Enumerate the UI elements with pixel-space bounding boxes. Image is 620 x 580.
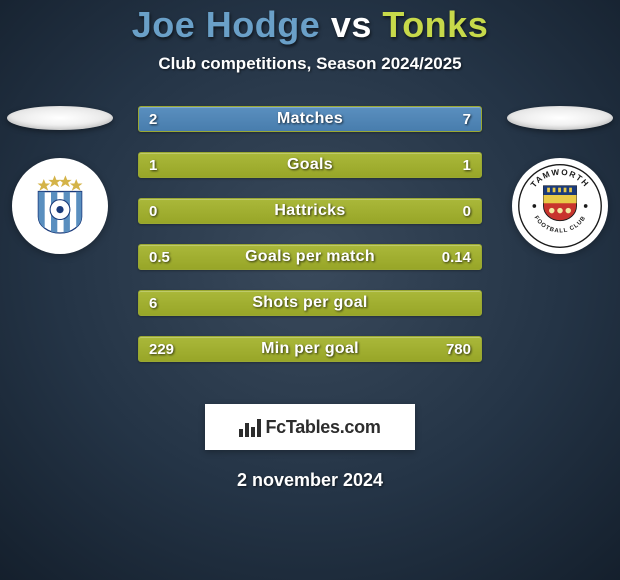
stat-label: Matches (277, 110, 343, 128)
stat-value-left: 0.5 (139, 245, 180, 269)
huddersfield-badge-icon (24, 170, 96, 242)
attribution-text: FcTables.com (265, 417, 380, 438)
stat-bar: 6 Shots per goal (138, 290, 482, 316)
stat-value-right: 1 (453, 153, 481, 177)
title-vs: vs (331, 4, 372, 45)
stat-bar: 2 Matches 7 (138, 106, 482, 132)
right-player-placeholder (507, 106, 613, 130)
stat-value-right (461, 291, 481, 315)
stat-bar: 1 Goals 1 (138, 152, 482, 178)
stat-value-right: 0.14 (432, 245, 481, 269)
stat-label: Goals per match (245, 248, 375, 266)
stat-value-left: 2 (139, 107, 167, 131)
right-club-badge: TAMWORTH FOOTBALL CLUB (512, 158, 608, 254)
stat-bar: 0 Hattricks 0 (138, 198, 482, 224)
right-player-slot: TAMWORTH FOOTBALL CLUB (500, 106, 620, 254)
stat-value-left: 0 (139, 199, 167, 223)
stat-bars: 2 Matches 7 1 Goals 1 0 Hattricks 0 0.5 Goals per … (138, 106, 482, 362)
stat-label: Goals (287, 156, 333, 174)
stat-value-left: 1 (139, 153, 167, 177)
subtitle: Club competitions, Season 2024/2025 (0, 54, 620, 74)
fctables-logo-icon (239, 417, 263, 437)
tamworth-badge-icon: TAMWORTH FOOTBALL CLUB (516, 162, 604, 250)
stat-value-right: 780 (436, 337, 481, 361)
stat-value-left: 6 (139, 291, 167, 315)
title-left-name: Joe Hodge (132, 4, 321, 45)
left-player-slot (0, 106, 120, 254)
left-player-placeholder (7, 106, 113, 130)
title-right-name: Tonks (382, 4, 488, 45)
stat-value-right: 0 (453, 199, 481, 223)
left-club-badge (12, 158, 108, 254)
attribution-box: FcTables.com (205, 404, 415, 450)
stat-value-right: 7 (453, 107, 481, 131)
comparison-stage: TAMWORTH FOOTBALL CLUB (0, 106, 620, 376)
comparison-title: Joe Hodge vs Tonks (0, 4, 620, 46)
stat-value-left: 229 (139, 337, 184, 361)
stat-label: Min per goal (261, 340, 359, 358)
stat-label: Hattricks (274, 202, 345, 220)
snapshot-date: 2 november 2024 (0, 470, 620, 491)
stat-label: Shots per goal (252, 294, 367, 312)
stat-bar: 0.5 Goals per match 0.14 (138, 244, 482, 270)
stat-bar: 229 Min per goal 780 (138, 336, 482, 362)
